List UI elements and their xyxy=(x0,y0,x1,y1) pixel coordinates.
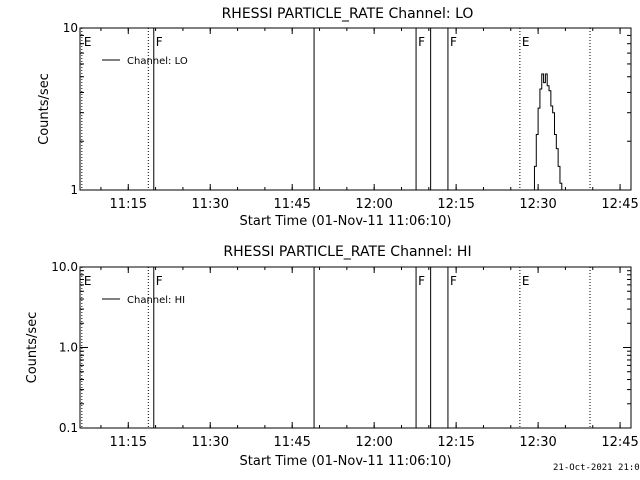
event-marker-label: E xyxy=(84,35,92,49)
y-tick-label: 1 xyxy=(70,183,78,197)
x-tick-label: 11:15 xyxy=(110,435,147,450)
legend-label: Channel: HI xyxy=(127,295,185,306)
event-marker-label: E xyxy=(522,35,530,49)
event-marker-label: F xyxy=(418,274,425,288)
event-marker-label: E xyxy=(522,274,530,288)
x-tick-label: 11:30 xyxy=(192,197,229,212)
x-tick-label: 12:15 xyxy=(437,197,474,212)
event-marker-label: F xyxy=(450,274,457,288)
x-axis-label: Start Time (01-Nov-11 11:06:10) xyxy=(240,214,452,229)
y-tick-label: 1.0 xyxy=(59,341,78,355)
legend-label: Channel: LO xyxy=(127,56,188,67)
event-marker-label: F xyxy=(156,35,163,49)
x-tick-label: 11:45 xyxy=(273,435,310,450)
y-tick-label: 10 xyxy=(63,21,78,35)
event-marker-label: F xyxy=(156,274,163,288)
chart-title: RHESSI PARTICLE_RATE Channel: LO xyxy=(222,6,474,22)
y-axis-label: Counts/sec xyxy=(25,312,40,384)
event-marker-label: F xyxy=(450,35,457,49)
x-tick-label: 12:30 xyxy=(519,435,556,450)
x-tick-label: 12:45 xyxy=(601,435,638,450)
x-tick-label: 11:45 xyxy=(273,197,310,212)
chart-panel-1: RHESSI PARTICLE_RATE Channel: LO 11:15 11:… xyxy=(37,6,639,229)
chart-title: RHESSI PARTICLE_RATE Channel: HI xyxy=(223,244,471,260)
plot-frame xyxy=(79,27,632,191)
x-tick-label: 12:30 xyxy=(519,197,556,212)
x-tick-label: 12:00 xyxy=(355,435,392,450)
y-axis-label: Counts/sec xyxy=(37,73,52,145)
y-tick-label: 0.1 xyxy=(59,421,78,435)
x-tick-label: 12:15 xyxy=(437,435,474,450)
x-tick-label: 12:00 xyxy=(355,197,392,212)
x-axis-label: Start Time (01-Nov-11 11:06:10) xyxy=(240,454,452,469)
series-line xyxy=(532,73,564,191)
x-tick-label: 11:15 xyxy=(110,197,147,212)
x-tick-label: 11:30 xyxy=(192,435,229,450)
x-tick-label: 12:45 xyxy=(601,197,638,212)
plot-frame xyxy=(79,266,632,429)
chart-panel-2: RHESSI PARTICLE_RATE Channel: HI 11:15 11:… xyxy=(25,244,639,469)
event-marker-label: F xyxy=(418,35,425,49)
y-tick-label: 10.0 xyxy=(51,260,78,274)
footer-timestamp: 21-Oct-2021 21:04 xyxy=(553,463,640,473)
event-marker-label: E xyxy=(84,274,92,288)
